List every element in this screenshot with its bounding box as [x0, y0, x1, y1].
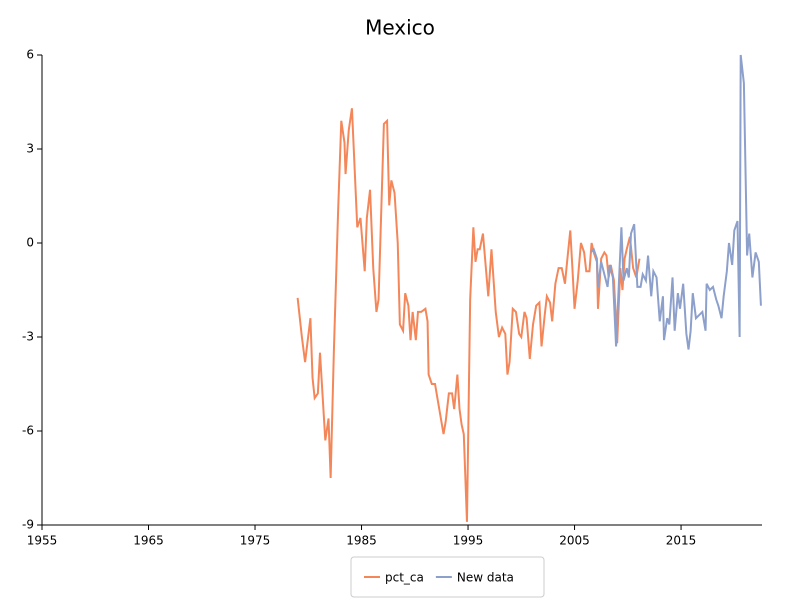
- x-tick-label: 1985: [346, 534, 377, 548]
- x-tick-label: 1975: [240, 534, 271, 548]
- y-tick-label: -6: [22, 424, 34, 438]
- x-tick-label: 2015: [666, 534, 697, 548]
- legend-label: pct_ca: [385, 571, 424, 585]
- x-tick-label: 1995: [453, 534, 484, 548]
- y-tick-label: 6: [26, 48, 34, 62]
- chart-title: Mexico: [365, 16, 435, 40]
- line-series: [589, 54, 762, 350]
- line-series: [296, 108, 641, 522]
- legend-label: New data: [457, 571, 514, 585]
- x-tick-label: 2005: [559, 534, 590, 548]
- y-tick-label: 0: [26, 236, 34, 250]
- y-tick-label: -9: [22, 518, 34, 532]
- y-tick-label: 3: [26, 142, 34, 156]
- x-tick-label: 1955: [27, 534, 58, 548]
- x-tick-label: 1965: [133, 534, 164, 548]
- y-tick-label: -3: [22, 330, 34, 344]
